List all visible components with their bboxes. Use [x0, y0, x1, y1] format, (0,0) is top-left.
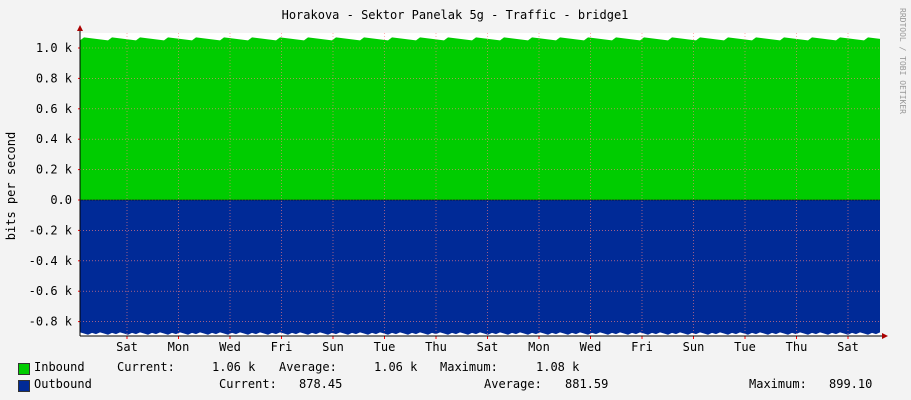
x-tick-label: Thu — [786, 340, 808, 354]
outbound-swatch — [18, 380, 30, 392]
outbound-average-value: 881.59 — [565, 377, 609, 391]
y-tick-label: -0.6 k — [29, 284, 73, 298]
outbound-current-label: Current: — [219, 377, 277, 391]
inbound-current-label: Current: — [117, 360, 175, 374]
x-tick-label: Tue — [734, 340, 756, 354]
y-tick-label: 0.2 k — [36, 163, 73, 177]
y-tick-label: 0.4 k — [36, 132, 73, 146]
y-tick-label: -0.8 k — [29, 315, 73, 329]
x-tick-label: Sun — [322, 340, 344, 354]
y-tick-label: -0.4 k — [29, 254, 73, 268]
x-tick-label: Sat — [837, 340, 859, 354]
inbound-area — [80, 37, 880, 200]
outbound-area — [80, 200, 880, 335]
outbound-current-value: 878.45 — [299, 377, 343, 391]
outbound-maximum-value: 899.10 — [829, 377, 873, 391]
rrdtool-watermark: RRDTOOL / TOBI OETIKER — [898, 8, 907, 114]
x-axis-arrow — [882, 333, 888, 339]
inbound-maximum-label: Maximum: — [440, 360, 498, 374]
inbound-current-value: 1.06 k — [212, 360, 256, 374]
x-tick-label: Sun — [683, 340, 705, 354]
x-tick-label: Tue — [374, 340, 396, 354]
y-tick-label: 0.6 k — [36, 102, 73, 116]
chart-title: Horakova - Sektor Panelak 5g - Traffic -… — [282, 8, 629, 22]
x-tick-label: Wed — [219, 340, 241, 354]
inbound-average-value: 1.06 k — [374, 360, 418, 374]
y-axis-label: bits per second — [4, 132, 18, 240]
x-axis-ticks: Sat Mon Wed Fri Sun Tue Thu Sat Mon Wed Fri Sun Tue T… — [77, 25, 888, 354]
x-tick-label: Thu — [425, 340, 447, 354]
x-tick-label: Fri — [631, 340, 653, 354]
y-tick-label: 0.8 k — [36, 71, 73, 85]
inbound-average-label: Average: — [279, 360, 337, 374]
x-tick-label: Fri — [271, 340, 293, 354]
x-tick-label: Sat — [116, 340, 138, 354]
y-axis-ticks: 1.0 k 0.8 k 0.6 k 0.4 k 0.2 k 0.0 -0.2 k -0.4 k… — [29, 41, 880, 329]
x-tick-label: Wed — [580, 340, 602, 354]
y-tick-label: 1.0 k — [36, 41, 73, 55]
outbound-maximum-label: Maximum: — [749, 377, 807, 391]
x-tick-label: Sat — [477, 340, 499, 354]
plot-area — [80, 33, 880, 336]
outbound-legend-name: Outbound — [34, 377, 92, 391]
outbound-average-label: Average: — [484, 377, 542, 391]
inbound-legend-name: Inbound — [34, 360, 85, 374]
x-tick-label: Mon — [528, 340, 550, 354]
inbound-swatch — [18, 363, 30, 375]
inbound-maximum-value: 1.08 k — [536, 360, 580, 374]
y-tick-label: 0.0 — [50, 193, 72, 207]
x-tick-label: Mon — [168, 340, 190, 354]
y-axis-arrow — [77, 25, 83, 31]
y-tick-label: -0.2 k — [29, 223, 73, 237]
